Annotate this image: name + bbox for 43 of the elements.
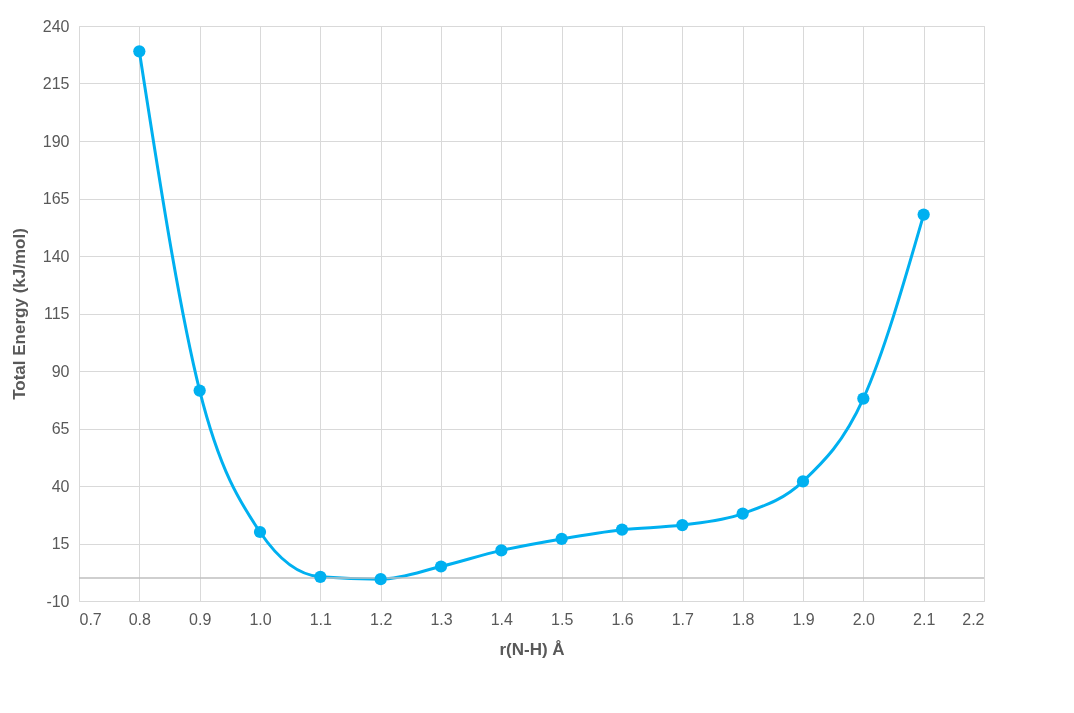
y-tick-label: 15	[51, 535, 70, 552]
y-tick-label: 140	[42, 247, 70, 265]
x-tick-label: 1.4	[490, 610, 514, 628]
y-tick-label: 165	[42, 190, 70, 207]
y-tick-label: 115	[43, 305, 70, 322]
point	[374, 573, 387, 586]
x-tick-label: 0.8	[128, 610, 152, 628]
y-tick-label: 190	[42, 132, 70, 150]
point	[253, 525, 267, 539]
y-tick-label: 65	[51, 420, 70, 437]
y-tick-label: 215	[42, 75, 70, 92]
x-tick-label: 1.8	[732, 610, 755, 628]
x-tick-label: 1.0	[249, 610, 272, 628]
x-tick-label: 0.9	[189, 610, 212, 628]
y-tick-label: 90	[51, 362, 70, 380]
x-tick-label: 1.2	[370, 610, 393, 628]
point	[615, 523, 629, 536]
point	[495, 544, 508, 557]
point	[796, 475, 810, 488]
x-tick-label: 0.7	[79, 610, 102, 628]
y-tick-label: 240	[42, 17, 70, 35]
x-tick-label: 1.7	[671, 610, 695, 628]
point	[314, 570, 327, 583]
x-tick-label: 2.1	[913, 610, 936, 628]
y-tick-label: -10	[46, 592, 70, 610]
point	[434, 560, 448, 573]
point	[676, 518, 689, 532]
y-tick-label: 40	[51, 477, 70, 495]
x-tick-label: 1.5	[551, 610, 574, 628]
point	[193, 384, 206, 397]
point	[736, 507, 749, 520]
x-tick-label: 2.0	[852, 610, 876, 628]
point	[555, 532, 568, 546]
x-tick-label: 1.6	[611, 610, 634, 628]
y-axis-title: Total Energy (kJ/mol)	[9, 228, 29, 400]
point	[133, 45, 146, 58]
point	[857, 392, 870, 405]
point	[917, 208, 930, 221]
x-tick-label: 1.1	[309, 610, 333, 628]
x-tick-label: 1.3	[430, 610, 453, 628]
x-axis-title: r(N-H) Å	[499, 639, 565, 659]
x-tick-label: 1.9	[792, 610, 815, 628]
x-tick-label: 2.2	[962, 610, 985, 628]
